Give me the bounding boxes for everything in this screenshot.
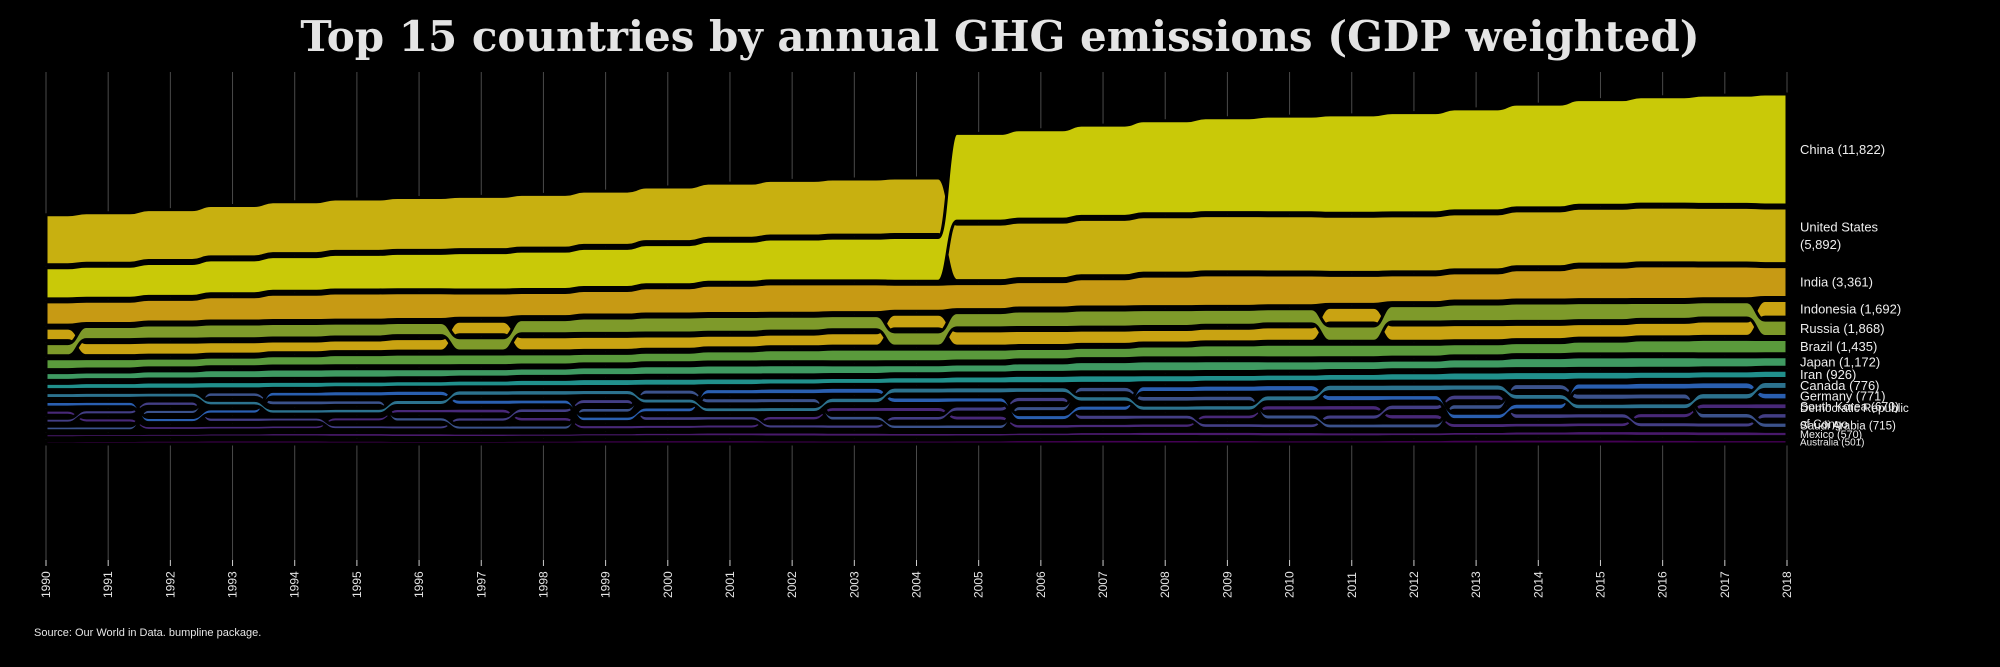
band-iran [44, 368, 1789, 392]
x-tick-label: 2003 [847, 571, 861, 598]
end-label-south-korea: South Korea (670) [1800, 399, 1899, 413]
x-tick-label: 2012 [1407, 571, 1421, 598]
x-tick-label: 1993 [226, 571, 240, 598]
band-germany [44, 380, 1789, 425]
band-india [44, 264, 1789, 327]
x-tick-label: 2008 [1158, 571, 1172, 598]
x-axis-ticks: 1990 1991 1992 1993 1994 1995 1996 1997 1998 1999… [39, 560, 1794, 598]
band-canada [44, 380, 1789, 416]
x-tick-label: 2006 [1034, 571, 1048, 598]
x-tick-label: 2005 [972, 571, 986, 598]
x-tick-label: 2017 [1718, 571, 1732, 598]
x-tick-label: 1995 [350, 571, 364, 598]
x-tick-label: 2010 [1283, 571, 1297, 598]
x-tick-label: 1999 [599, 571, 613, 598]
x-tick-label: 1991 [101, 571, 115, 598]
x-tick-label: 1990 [39, 571, 53, 598]
end-label-democratic-republic-of-congo: of Congo [1800, 417, 1848, 431]
band-south-korea [44, 401, 1789, 432]
band-mexico [44, 429, 1789, 440]
x-tick-label: 2007 [1096, 571, 1110, 598]
band-brazil [44, 337, 1789, 372]
source-note: Source: Our World in Data. bumpline pack… [34, 627, 262, 639]
series-end-labels: China (11,822) United States (5,892) India … [1800, 142, 1909, 448]
band-indonesia [44, 298, 1789, 358]
end-label-russia: Russia (1,868) [1800, 321, 1885, 336]
x-tick-label: 2000 [661, 571, 675, 598]
end-label-canada: Canada (776) [1800, 378, 1880, 393]
end-label-united-states: United States [1800, 220, 1879, 235]
end-label-china: China (11,822) [1800, 142, 1885, 157]
x-tick-label: 1998 [536, 571, 550, 598]
band-russia [44, 300, 1789, 358]
x-tick-label: 2002 [785, 571, 799, 598]
end-label-japan: Japan (1,172) [1800, 355, 1880, 370]
x-tick-label: 2011 [1345, 572, 1359, 598]
band-china [44, 92, 1789, 301]
x-tick-label: 1994 [288, 571, 302, 598]
x-tick-label: 2009 [1220, 571, 1234, 598]
x-tick-label: 2013 [1469, 571, 1483, 598]
end-label-iran: Iran (926) [1800, 367, 1856, 382]
x-tick-label: 1992 [163, 571, 177, 598]
end-label-united-states: (5,892) [1800, 237, 1841, 252]
x-tick-label: 2015 [1593, 571, 1607, 598]
x-tick-label: 2018 [1780, 571, 1794, 598]
x-tick-label: 2004 [910, 571, 924, 598]
end-label-democratic-republic-of-congo: Democratic Republic [1800, 401, 1909, 415]
end-label-germany: Germany (771) [1800, 389, 1885, 404]
end-label-saudi-arabia: Saudi Arabia (715) [1800, 420, 1896, 432]
x-tick-label: 2001 [723, 571, 737, 598]
band-japan [44, 355, 1789, 382]
band-australia [44, 437, 1789, 446]
x-tick-label: 1997 [474, 571, 488, 598]
band-saudi-arabia [44, 382, 1789, 433]
end-label-indonesia: Indonesia (1,692) [1800, 301, 1901, 316]
end-label-mexico: Mexico (570) [1800, 429, 1862, 441]
end-label-india: India (3,361) [1800, 275, 1873, 290]
x-tick-label: 2016 [1656, 571, 1670, 598]
x-tick-label: 1996 [412, 571, 426, 598]
band-united-states [44, 176, 1789, 283]
x-tick-label: 2014 [1531, 571, 1545, 598]
emission-bands [44, 92, 1789, 446]
end-label-brazil: Brazil (1,435) [1800, 339, 1877, 354]
end-label-australia: Australia (501) [1800, 437, 1864, 448]
chart-title: Top 15 countries by annual GHG emissions… [300, 12, 1700, 61]
